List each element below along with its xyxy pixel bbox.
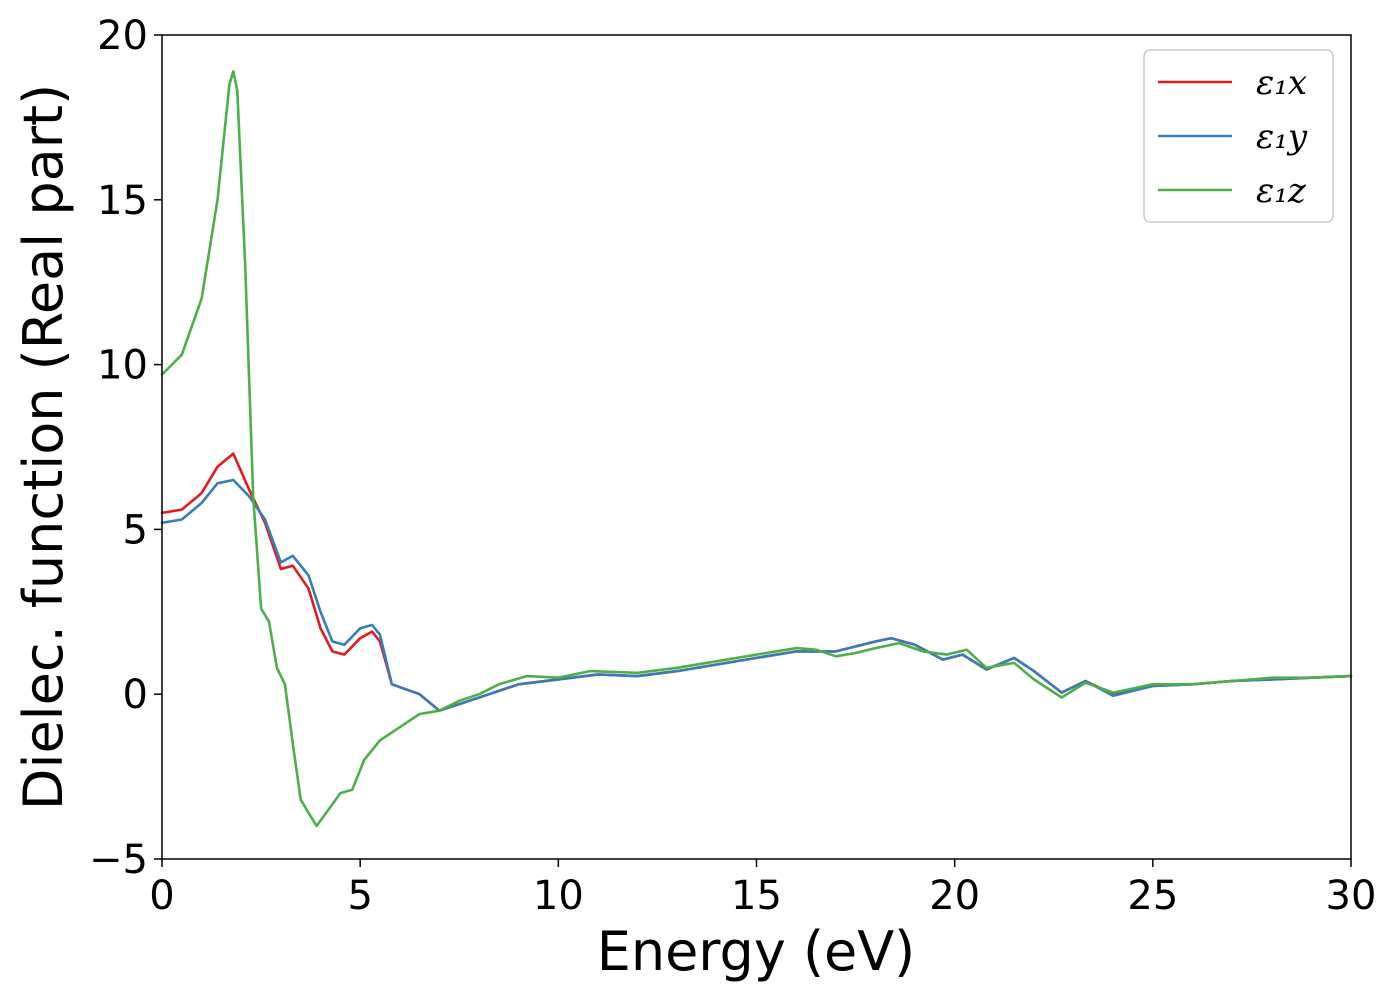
y-axis-ticks: −5 0 5 10 15 20	[89, 13, 162, 883]
x-tick-label: 30	[1326, 873, 1377, 919]
y-tick-label: 0	[123, 672, 148, 718]
x-axis-ticks: 0 5 10 15 20 25 30	[149, 859, 1376, 919]
series-line-1	[160, 452, 1353, 712]
legend-items: ε₁x ε₁y ε₁z	[1158, 63, 1308, 211]
legend-label: ε₁x	[1256, 63, 1307, 103]
y-tick-label: −5	[89, 837, 148, 883]
x-axis-label: Energy (eV)	[597, 920, 916, 983]
y-tick-label: 15	[97, 178, 148, 224]
x-tick-label: 5	[347, 873, 372, 919]
y-axis-label: Dielec. function (Real part)	[12, 84, 75, 810]
legend-label: ε₁y	[1256, 117, 1308, 157]
legend: ε₁x ε₁y ε₁z	[1143, 49, 1334, 223]
x-tick-label: 10	[533, 873, 584, 919]
series-line-3	[160, 70, 1353, 828]
legend-label: ε₁z	[1256, 171, 1307, 211]
x-tick-label: 25	[1127, 873, 1178, 919]
series-layer	[160, 70, 1353, 828]
y-tick-label: 10	[97, 343, 148, 389]
x-tick-label: 0	[149, 873, 174, 919]
y-tick-label: 20	[97, 13, 148, 59]
series-line-2	[160, 478, 1353, 712]
x-tick-label: 20	[929, 873, 980, 919]
y-tick-label: 5	[123, 507, 148, 553]
legend-box	[1143, 49, 1334, 223]
x-tick-label: 15	[731, 873, 782, 919]
